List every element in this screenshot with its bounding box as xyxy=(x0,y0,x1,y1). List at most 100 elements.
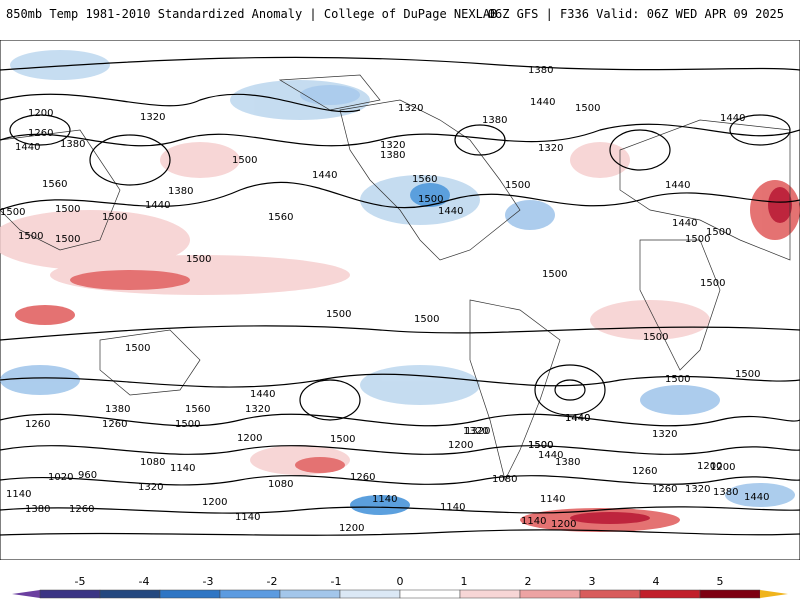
contour-label: 1380 xyxy=(105,404,130,415)
contour-label: 1200 xyxy=(339,523,364,534)
contour-label: 1500 xyxy=(175,419,200,430)
contour-label: 1260 xyxy=(69,504,94,515)
map-panel: 1380 1200 1320 1440 1380 1500 1320 1260 … xyxy=(0,40,800,560)
contour-label: 1320 xyxy=(463,426,488,437)
contour-label: 1260 xyxy=(25,419,50,430)
contour-label: 1320 xyxy=(685,484,710,495)
colorbar-swatch xyxy=(279,589,341,599)
anomaly-shading xyxy=(0,50,800,532)
contour-label: 1440 xyxy=(312,170,337,181)
contour-label: 1200 xyxy=(202,497,227,508)
colorbar-swatch xyxy=(579,589,641,599)
contour-label: 1140 xyxy=(235,512,260,523)
contour-label: 1500 xyxy=(528,440,553,451)
contour-label: 1500 xyxy=(18,231,43,242)
colorbar-tick-label: -1 xyxy=(331,575,342,588)
contour-labels: 1380 1200 1320 1440 1380 1500 1320 1260 … xyxy=(0,65,769,534)
contour-label: 1560 xyxy=(42,179,67,190)
contour-label: 1500 xyxy=(528,440,553,451)
coastlines xyxy=(0,74,791,482)
contour-label: 1500 xyxy=(330,434,355,445)
contour-label: 1500 xyxy=(102,212,127,223)
contour-label: 1140 xyxy=(6,489,31,500)
contour-label: 1200 xyxy=(551,519,576,530)
contour-label: 1380 xyxy=(168,186,193,197)
contour-label: 1500 xyxy=(643,332,668,343)
contour-label: 1380 xyxy=(713,487,738,498)
colorbar-swatch xyxy=(459,589,521,599)
contour-label: 1500 xyxy=(326,309,351,320)
contour-label: 1500 xyxy=(685,234,710,245)
contour-label: 1260 xyxy=(28,128,53,139)
contour-label: 1380 xyxy=(380,150,405,161)
colorbar-tick-label: 3 xyxy=(589,575,596,588)
contour-label: 1440 xyxy=(565,413,590,424)
contour-label: 1080 xyxy=(492,474,517,485)
contour-label: 1320 xyxy=(380,140,405,151)
contour-label: 1500 xyxy=(542,269,567,280)
colorbar-tick-label: 1 xyxy=(461,575,468,588)
contour-label: 1260 xyxy=(652,484,677,495)
contour-label: 1440 xyxy=(145,200,170,211)
contour-label: 1320 xyxy=(138,482,163,493)
colorbar-end-low xyxy=(12,590,40,598)
contour-label: 1200 xyxy=(237,433,262,444)
contour-label: 1380 xyxy=(555,457,580,468)
contour-label: 1500 xyxy=(232,155,257,166)
contour-label: 1440 xyxy=(15,142,40,153)
contour-label: 1200 xyxy=(448,440,473,451)
colorbar-swatch xyxy=(39,589,101,599)
contour-label: 1500 xyxy=(665,374,690,385)
contour-label: 1440 xyxy=(538,450,563,461)
contour-label: 1440 xyxy=(672,218,697,229)
contour-label: 1380 xyxy=(528,65,553,76)
contour-label: 1560 xyxy=(185,404,210,415)
contour-label: 960 xyxy=(78,470,97,481)
contour-label: 1500 xyxy=(575,103,600,114)
contour-label: 1200 xyxy=(697,461,722,472)
contour-label: 1380 xyxy=(60,139,85,150)
contour-label: 1140 xyxy=(372,494,397,505)
contour-label: 1380 xyxy=(482,115,507,126)
colorbar-swatch xyxy=(219,589,281,599)
contour-label: 1140 xyxy=(521,516,546,527)
contour-label: 1080 xyxy=(140,457,165,468)
contour-label: 1440 xyxy=(720,113,745,124)
contour-label: 1500 xyxy=(55,204,80,215)
colorbar-swatch xyxy=(639,589,701,599)
contour-label: 1380 xyxy=(25,504,50,515)
colorbar-tick-label: 5 xyxy=(717,575,724,588)
contour-label: 1500 xyxy=(735,369,760,380)
contour-label: 1440 xyxy=(565,413,590,424)
contour-label: 1500 xyxy=(0,207,25,218)
contour-label: 1140 xyxy=(540,494,565,505)
contour-label: 1320 xyxy=(465,426,490,437)
colorbar-swatch xyxy=(99,589,161,599)
colorbar-tick-label: 4 xyxy=(653,575,660,588)
contour-label: 1500 xyxy=(55,234,80,245)
header: 850mb Temp 1981-2010 Standardized Anomal… xyxy=(0,0,800,40)
contour-label: 1500 xyxy=(418,194,443,205)
model-valid-time: 06Z GFS | F336 Valid: 06Z WED APR 09 202… xyxy=(487,7,784,21)
contour-label: 1140 xyxy=(170,463,195,474)
anomaly-map: 1380 1200 1320 1440 1380 1500 1320 1260 … xyxy=(0,40,800,560)
contour-label: 1260 xyxy=(102,419,127,430)
contour-label: 1320 xyxy=(538,143,563,154)
colorbar-end-high xyxy=(760,590,788,598)
contour-label: 1140 xyxy=(440,502,465,513)
map-frame xyxy=(0,40,800,560)
contour-label: 1440 xyxy=(250,389,275,400)
colorbar-tick-label: -3 xyxy=(203,575,214,588)
contour-label: 1500 xyxy=(700,278,725,289)
map-title: 850mb Temp 1981-2010 Standardized Anomal… xyxy=(6,7,498,21)
height-contours xyxy=(0,56,800,536)
contour-label: 1440 xyxy=(530,97,555,108)
contour-label: 1320 xyxy=(398,103,423,114)
colorbar-svg: -5 -4 -3 -2 -1 0 1 2 3 4 5 xyxy=(12,575,788,599)
contour-label: 1200 xyxy=(710,462,735,473)
colorbar: -5 -4 -3 -2 -1 0 1 2 3 4 5 xyxy=(0,560,800,600)
colorbar-swatch xyxy=(159,589,221,599)
colorbar-tick-label: -2 xyxy=(267,575,278,588)
contour-label: 1500 xyxy=(125,343,150,354)
colorbar-tick-label: -4 xyxy=(139,575,150,588)
